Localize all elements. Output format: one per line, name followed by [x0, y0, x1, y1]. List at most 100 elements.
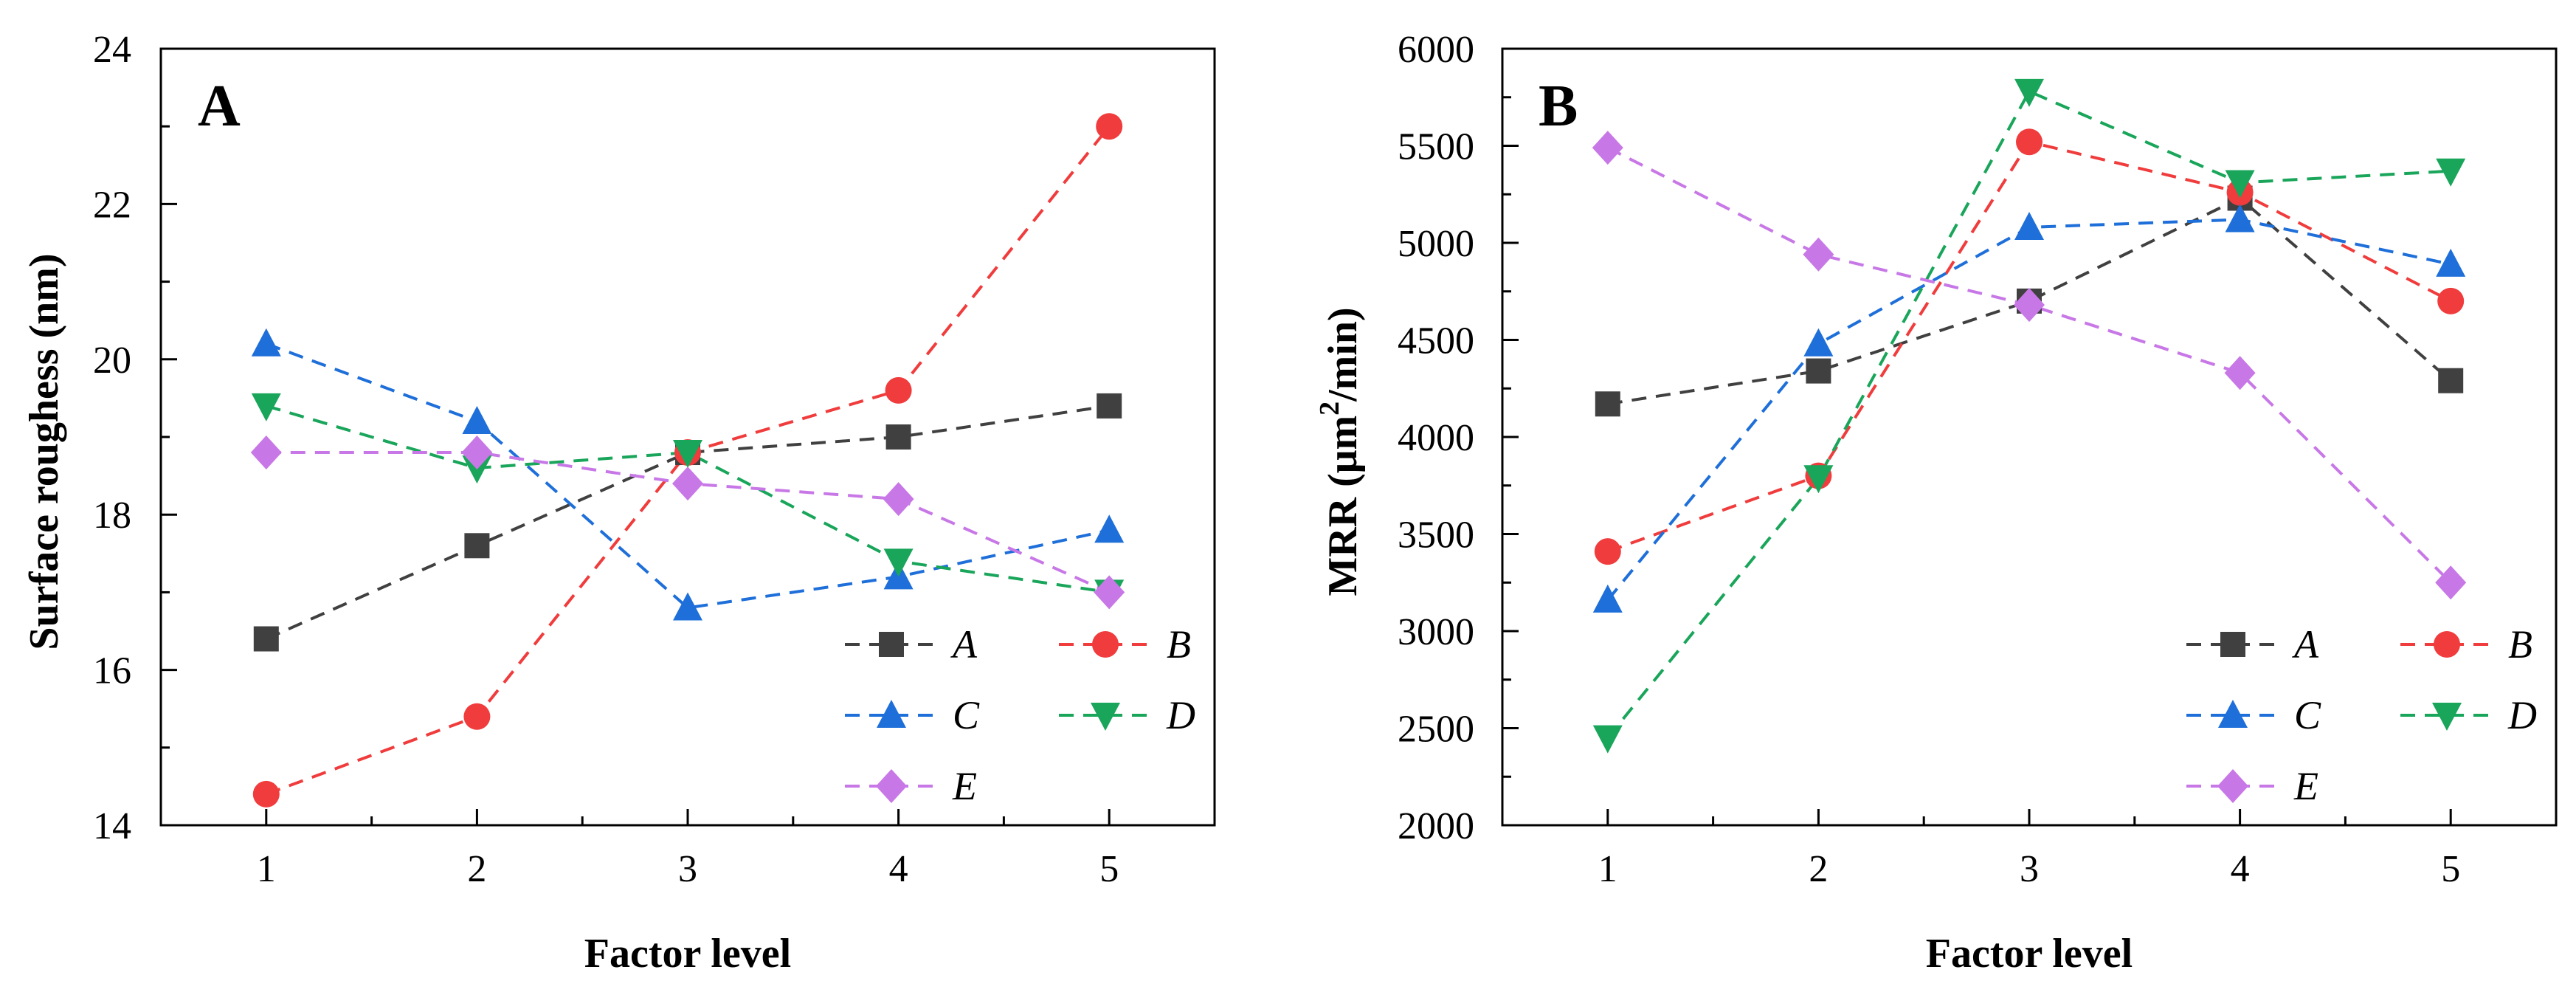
panel-1-y-tick-label: 2000 — [1398, 805, 1474, 847]
panel-1-legend-marker-c — [2218, 700, 2248, 728]
panel-0-legend-label-e: E — [952, 764, 977, 808]
panel-0-y-tick-label: 18 — [93, 495, 131, 537]
panel-0-legend-label-b: B — [1167, 622, 1191, 667]
panel-1-series-e-point — [2435, 565, 2467, 600]
panel-0-x-tick-label: 5 — [1099, 848, 1119, 890]
panel-1-series-c-line — [1606, 218, 2451, 602]
panel-a-y-axis-title: Surface roughess (nm) — [21, 253, 67, 650]
panel-1-series-d-point — [1592, 725, 1623, 754]
panel-1-y-tick-label: 4500 — [1398, 320, 1474, 362]
panel-1-x-tick-label: 4 — [2231, 848, 2250, 890]
panel-1-series-d-point — [2436, 158, 2466, 187]
panel-1-x-tick-label: 3 — [2020, 848, 2039, 890]
panel-1-y-tick-label: 4000 — [1398, 417, 1474, 459]
panel-0-series-d-point — [673, 440, 702, 469]
panel-0-legend-marker-e — [876, 769, 907, 803]
panel-1-series-d-point — [2225, 170, 2255, 199]
panel-0-y-tick-label: 22 — [93, 184, 131, 226]
panel-1-series-d-point — [2014, 78, 2044, 107]
panel-1-series-e-point — [2224, 356, 2256, 390]
panel-0-legend-marker-c — [877, 700, 906, 728]
panel-1-x-tick-label: 5 — [2441, 848, 2460, 890]
panel-1-x-tick-label: 1 — [1598, 848, 1617, 890]
panel-1-legend-label-a: A — [2292, 622, 2319, 667]
panel-0-legend: A B C D E — [845, 622, 1195, 808]
panel-1-series-e-point — [1803, 237, 1834, 272]
panel-0-plot-frame — [159, 47, 1216, 827]
panel-0-series-c-point — [1094, 514, 1125, 543]
panel-0-series-d-line — [266, 404, 1110, 594]
panel-0-series-e-point — [1094, 575, 1125, 610]
panel-0-legend-marker-a — [879, 632, 904, 657]
panel-0-y-tick-label: 16 — [93, 650, 131, 692]
panel-1-legend-marker-a — [2220, 632, 2245, 657]
panel-0-series-c-point — [462, 405, 492, 434]
panel-1-legend-marker-d — [2432, 703, 2462, 731]
panel-1-y-tick-label: 3000 — [1398, 611, 1474, 653]
panel-a-x-axis-title: Factor level — [584, 931, 791, 977]
panel-0-series-e-point — [672, 466, 703, 501]
panel-a-chart: A Factor level Surface roughess (nm) 1 4 1… — [21, 29, 1216, 977]
panel-b-y-axis-title: MRR (μm2/min) — [1314, 307, 1366, 596]
panel-0-series-c-point — [673, 592, 702, 621]
panel-1-y-tick-label: 2500 — [1398, 709, 1474, 751]
panel-1-series-c-point — [1803, 328, 1834, 357]
panel-0-legend-marker-d — [1091, 703, 1120, 731]
panel-1-y-tick-label: 5000 — [1398, 223, 1474, 265]
panel-0-y-tick-label: 24 — [93, 29, 131, 71]
panel-b-y-axis-title-suffix: /min) — [1320, 307, 1366, 402]
panel-1-plot-frame — [1501, 47, 2558, 827]
panel-1-series-c-point — [2225, 204, 2255, 233]
panel-0-series-d-point — [462, 455, 492, 484]
panel-1-legend-label-d: D — [2507, 693, 2537, 737]
panel-0-series-c-point — [251, 328, 281, 357]
panel-0-series-b-point — [885, 376, 912, 404]
panel-0-series-b-point — [463, 703, 491, 730]
panel-0-series-d-point — [883, 548, 914, 577]
panel-b-x-axis-title: Factor level — [1926, 931, 2133, 977]
panel-1-series-d-line — [1606, 89, 2451, 739]
panel-1-legend-label-e: E — [2293, 764, 2318, 808]
panel-1-series-b-point — [1594, 538, 1621, 565]
panel-1-series-b-point — [2016, 128, 2043, 156]
panel-0-legend-label-d: D — [1166, 693, 1195, 737]
panel-1-series-a-point — [1806, 358, 1831, 384]
panel-1-series-e-point — [1592, 131, 1623, 165]
panel-0-x-tick-label: 4 — [889, 848, 908, 890]
panel-0-series-a-point — [253, 626, 279, 652]
panel-1-y-tick-label: 5500 — [1398, 126, 1474, 168]
panel-b-chart: B Factor level MRR (μm2/min) 20002500300… — [1314, 29, 2558, 977]
panel-1-series-c-point — [1592, 584, 1623, 613]
panel-1-series-b-point — [2437, 287, 2465, 314]
panel-0-series-a-point — [885, 424, 911, 450]
panel-0-series-d-point — [251, 393, 281, 421]
panel-b-y-axis-title-prefix: MRR (μm — [1320, 416, 1366, 596]
panel-1-legend-marker-e — [2217, 769, 2248, 803]
panel-a-label: A — [198, 74, 241, 139]
panel-1-series-c-point — [2014, 211, 2044, 240]
panel-0-series-b-point — [1096, 113, 1123, 140]
panel-0-series-a-line — [265, 404, 1110, 641]
panel-1-y-tick-label: 3500 — [1398, 514, 1474, 557]
panel-1-y-tick-label: 6000 — [1398, 29, 1474, 71]
panel-1-series-b-line — [1607, 140, 2452, 554]
panel-1-legend-marker-b — [2434, 631, 2460, 658]
panel-1-x-tick-label: 2 — [1809, 848, 1828, 890]
panel-b-label: B — [1539, 74, 1578, 139]
panel-0-legend-marker-b — [1092, 631, 1119, 658]
panel-0-y-tick-label: 20 — [93, 340, 131, 382]
panel-1-series-e-point — [2014, 288, 2045, 323]
panel-0-legend-label-c: C — [953, 693, 980, 737]
panel-0-series-e-point — [250, 435, 282, 470]
panel-0-series-e-point — [883, 482, 914, 517]
panel-0-x-tick-label: 1 — [257, 848, 276, 890]
panel-1-legend-label-b: B — [2508, 622, 2532, 667]
panel-0-series-b-point — [252, 780, 280, 808]
panel-1-series-a-point — [1595, 391, 1620, 417]
panel-0-series-c-line — [266, 342, 1110, 610]
panel-0-x-tick-label: 3 — [678, 848, 697, 890]
panel-1-series-d-point — [1803, 465, 1834, 494]
panel-1-series-a-line — [1607, 196, 2452, 406]
panel-1-legend: A B C D E — [2186, 622, 2537, 808]
